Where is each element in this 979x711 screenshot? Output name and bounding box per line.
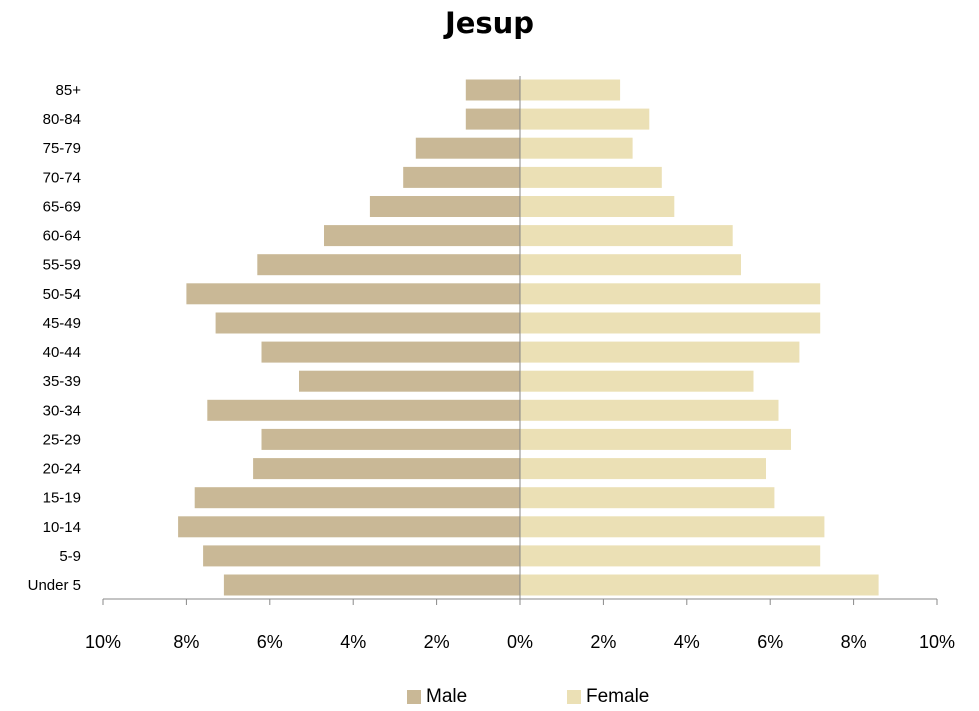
bar-female-80-84: [520, 108, 650, 130]
bar-male-25-29: [261, 428, 520, 450]
category-label-55-59: 55-59: [43, 257, 81, 274]
legend-item-male: Male: [407, 684, 467, 710]
bar-male-15-19: [194, 487, 520, 509]
category-label-85-: 85+: [56, 82, 82, 99]
category-label-under-5: Under 5: [28, 577, 81, 594]
x-tick-label: 6%: [757, 632, 783, 652]
axis-layer: [102, 76, 938, 605]
bar-male-80-84: [465, 108, 520, 130]
bar-male-75-79: [415, 137, 521, 159]
bar-female-65-69: [520, 196, 675, 217]
bar-male-40-44: [261, 341, 520, 363]
x-tick-label: 2%: [590, 632, 616, 652]
bar-male-50-54: [186, 283, 520, 305]
bar-male-85-: [465, 79, 520, 101]
bars-layer: [178, 79, 879, 596]
bar-male-5-9: [203, 545, 520, 567]
bar-male-10-14: [178, 516, 520, 538]
bar-female-75-79: [520, 137, 633, 159]
category-label-60-64: 60-64: [43, 228, 81, 245]
bar-female-55-59: [520, 254, 741, 276]
bar-male-35-39: [299, 370, 520, 392]
legend-swatch-male: [407, 690, 421, 704]
x-tick-label: 8%: [841, 632, 867, 652]
x-tick-label: 8%: [173, 632, 199, 652]
bar-male-55-59: [257, 254, 520, 276]
bar-male-70-74: [403, 166, 520, 188]
bar-male-45-49: [215, 312, 520, 334]
bar-female-20-24: [520, 458, 766, 480]
x-tick-label: 2%: [424, 632, 450, 652]
bar-female-45-49: [520, 312, 821, 334]
x-tick-label: 10%: [919, 632, 955, 652]
bar-female-25-29: [520, 428, 791, 450]
x-tick-label: 10%: [85, 632, 121, 652]
bar-female-under-5: [520, 574, 879, 596]
x-tick-label: 4%: [674, 632, 700, 652]
bar-male-65-69: [369, 196, 520, 217]
bar-female-30-34: [520, 399, 779, 421]
category-label-75-79: 75-79: [43, 140, 81, 157]
category-label-15-19: 15-19: [43, 490, 81, 507]
bar-female-35-39: [520, 370, 754, 392]
legend-label-female: Female: [586, 686, 650, 707]
category-label-65-69: 65-69: [43, 199, 81, 216]
x-tick-label: 6%: [257, 632, 283, 652]
labels-layer: 85+ 80-84 75-79 70-74 65-69 60-64 55-59 50-54 45…: [28, 82, 955, 652]
category-label-10-14: 10-14: [43, 519, 81, 536]
category-label-35-39: 35-39: [43, 373, 81, 390]
bar-female-5-9: [520, 545, 821, 567]
bar-female-15-19: [520, 487, 775, 509]
x-tick-label: 4%: [340, 632, 366, 652]
bar-female-10-14: [520, 516, 825, 538]
category-label-40-44: 40-44: [43, 344, 81, 361]
bar-female-60-64: [520, 225, 733, 247]
bar-male-under-5: [223, 574, 520, 596]
category-label-5-9: 5-9: [59, 548, 81, 565]
legend: Male Female: [0, 684, 979, 710]
legend-swatch-female: [567, 690, 581, 704]
legend-label-male: Male: [426, 686, 468, 707]
category-label-25-29: 25-29: [43, 431, 81, 448]
category-label-20-24: 20-24: [43, 461, 81, 478]
category-label-70-74: 70-74: [43, 169, 81, 186]
bar-female-50-54: [520, 283, 821, 305]
category-label-80-84: 80-84: [43, 111, 81, 128]
bar-male-20-24: [253, 458, 520, 480]
bar-female-70-74: [520, 166, 662, 188]
bar-male-30-34: [207, 399, 521, 421]
category-label-30-34: 30-34: [43, 402, 81, 419]
bar-male-60-64: [324, 225, 520, 247]
x-tick-label: 0%: [507, 632, 533, 652]
category-label-50-54: 50-54: [43, 286, 81, 303]
chart-title: Jesup: [444, 6, 535, 40]
category-label-45-49: 45-49: [43, 315, 81, 332]
bar-female-40-44: [520, 341, 800, 363]
legend-item-female: Female: [567, 684, 649, 710]
bar-female-85-: [520, 79, 621, 101]
